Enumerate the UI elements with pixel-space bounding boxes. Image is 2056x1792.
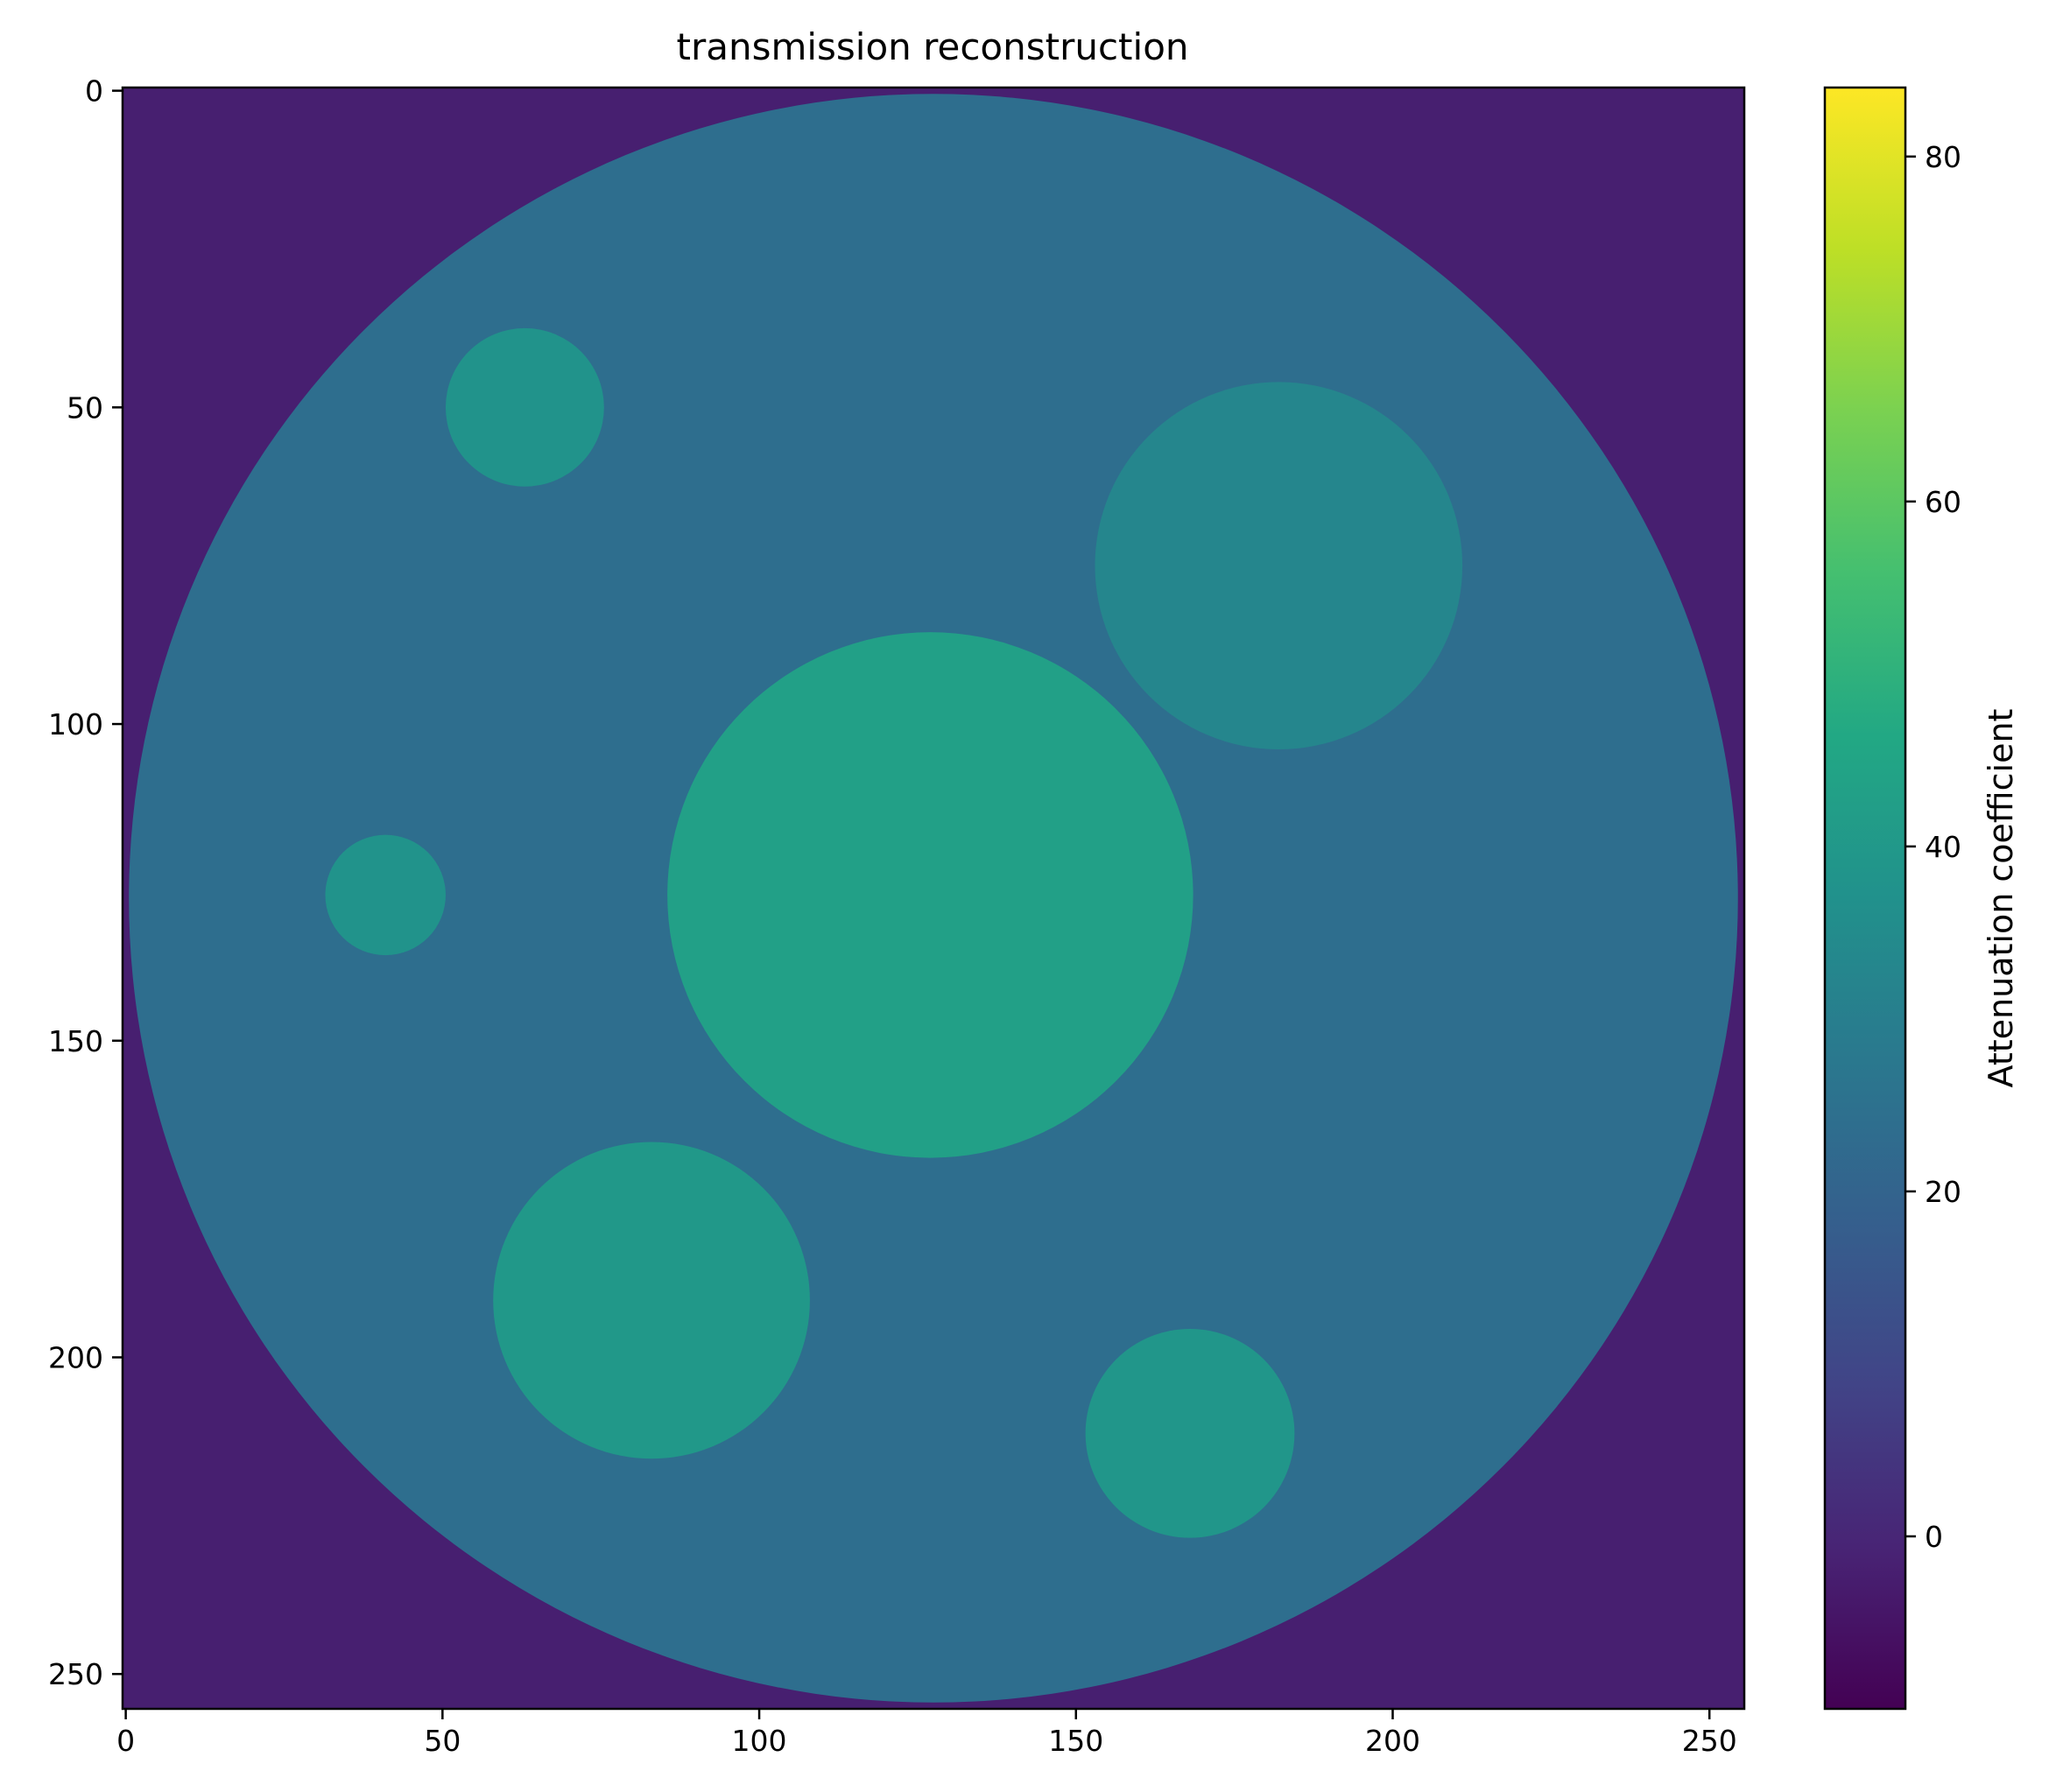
y-axis: 0 50 100 150 200 250 <box>48 74 123 1691</box>
heatmap-inclusion-6 <box>1085 1328 1295 1538</box>
x-tick-label: 250 <box>1682 1724 1737 1758</box>
colorbar-tick-label: 20 <box>1925 1175 1961 1209</box>
y-tick-label: 150 <box>48 1024 103 1058</box>
colorbar-tick-label: 40 <box>1925 830 1961 864</box>
plot-frame <box>121 86 1746 1711</box>
x-tick-label: 200 <box>1365 1724 1420 1758</box>
colorbar-tick-label: 60 <box>1925 485 1961 519</box>
x-tick-label: 150 <box>1048 1724 1103 1758</box>
colorbar-label: Attenuation coefficient <box>1982 709 2020 1088</box>
colorbar: 0 20 40 60 80 Attenuation coefficient <box>1823 86 2020 1711</box>
y-tick-label: 200 <box>48 1340 103 1374</box>
x-tick-label: 100 <box>732 1724 787 1758</box>
colorbar-tick-label: 0 <box>1925 1520 1943 1554</box>
x-axis: 0 50 100 150 200 250 <box>116 1709 1737 1758</box>
colorbar-gradient <box>1823 86 1907 1711</box>
heatmap-inclusion-2 <box>1095 382 1463 749</box>
heatmap-image <box>123 88 1744 1709</box>
y-tick-label: 250 <box>48 1657 103 1691</box>
plot-area <box>121 86 1746 1711</box>
heatmap-inclusion-3 <box>667 632 1193 1158</box>
y-tick-label: 0 <box>85 74 103 109</box>
x-tick-label: 50 <box>424 1724 461 1758</box>
chart-title: transmission reconstruction <box>676 25 1188 68</box>
heatmap-inclusion-5 <box>493 1142 810 1459</box>
colorbar-ticks: 0 20 40 60 80 <box>1905 140 1961 1554</box>
heatmap-inclusion-1 <box>445 327 604 487</box>
y-tick-label: 100 <box>48 707 103 741</box>
heatmap-inclusion-4 <box>325 834 446 956</box>
x-tick-label: 0 <box>116 1724 135 1758</box>
y-tick-label: 50 <box>67 390 103 425</box>
colorbar-tick-label: 80 <box>1925 140 1961 174</box>
